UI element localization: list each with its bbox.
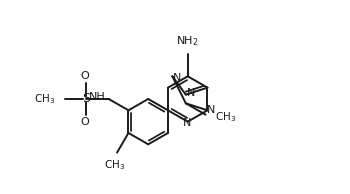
Text: N: N — [183, 118, 191, 128]
Text: N: N — [207, 105, 216, 115]
Text: CH$_3$: CH$_3$ — [104, 158, 126, 172]
Text: O: O — [80, 117, 89, 127]
Text: O: O — [80, 71, 89, 81]
Text: CH$_3$: CH$_3$ — [216, 110, 237, 124]
Text: N: N — [187, 88, 195, 98]
Text: NH$_2$: NH$_2$ — [176, 34, 199, 48]
Text: N: N — [173, 73, 182, 83]
Text: CH$_3$: CH$_3$ — [34, 92, 55, 106]
Text: S: S — [82, 93, 90, 106]
Text: NH: NH — [89, 92, 106, 102]
